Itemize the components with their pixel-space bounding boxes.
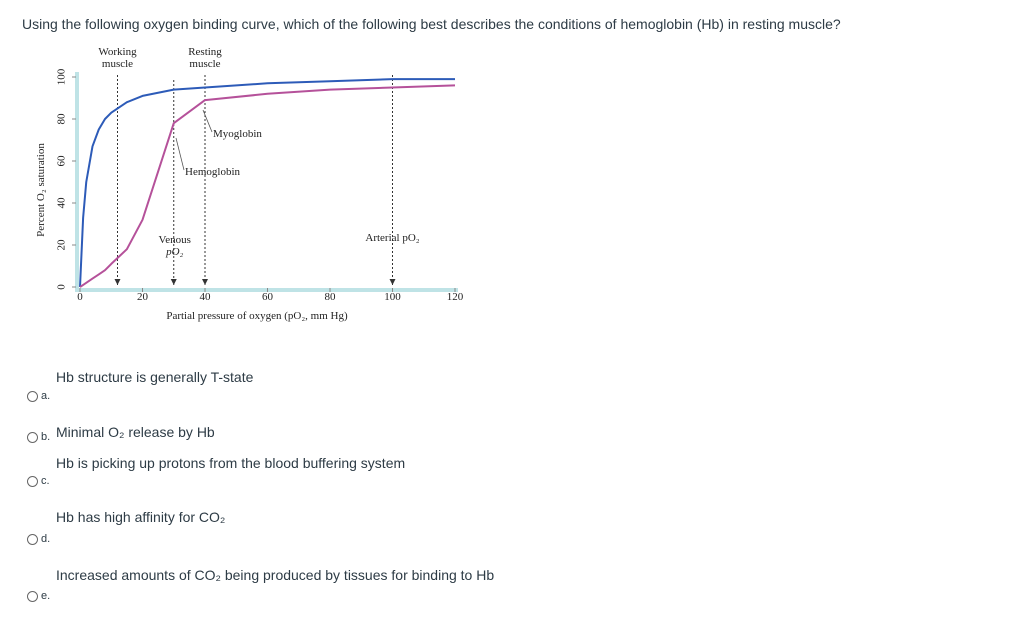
y-axis (75, 72, 79, 290)
x-axis-title: Partial pressure of oxygen (pO₂, mm Hg) (166, 310, 348, 322)
chart: 0 20 40 60 80 100 0 20 40 60 80 100 120 Partial press… (35, 46, 464, 322)
y-tick-label: 40 (56, 197, 68, 209)
series-label: Hemoglobin (185, 166, 240, 178)
y-tick-label: 100 (56, 68, 68, 85)
y-tick-label: 60 (56, 155, 68, 167)
reference-label: muscle (102, 58, 133, 70)
x-tick-label: 40 (200, 291, 212, 303)
radio-button[interactable] (27, 391, 38, 402)
option-letter: b. (41, 431, 51, 443)
label-pointer (175, 137, 185, 171)
reference-label: Resting (188, 46, 222, 58)
y-tick-label: 0 (56, 284, 68, 290)
radio-button[interactable] (27, 534, 38, 545)
option-text[interactable]: Hb has high affinity for CO₂ (56, 509, 226, 525)
y-axis-title: Percent O₂ saturation (35, 143, 47, 237)
option-letter: a. (41, 390, 51, 402)
reference-label: Working (98, 46, 137, 58)
x-tick-label: 0 (77, 291, 83, 303)
label-pointer (202, 109, 213, 133)
x-tick-label: 20 (137, 291, 149, 303)
option-text[interactable]: Hb is picking up protons from the blood … (56, 455, 406, 471)
option-text[interactable]: Increased amounts of CO₂ being produced … (56, 567, 495, 583)
reference-arrow (202, 279, 208, 285)
reference-arrow (170, 279, 177, 285)
curve (79, 84, 456, 288)
y-tick-label: 80 (56, 113, 68, 125)
radio-button[interactable] (27, 476, 38, 487)
x-tick-label: 60 (262, 291, 274, 303)
x-tick-label: 80 (325, 291, 337, 303)
reference-arrow (389, 279, 396, 285)
option-letter: c. (41, 475, 50, 487)
reference-label: Venous (159, 234, 191, 246)
y-tick-label: 20 (56, 239, 68, 251)
option-text[interactable]: Minimal O₂ release by Hb (56, 424, 215, 440)
radio-button[interactable] (27, 432, 38, 443)
option-letter: e. (41, 590, 51, 602)
x-tick-label: 120 (447, 291, 464, 303)
reference-label: Arterial pO₂ (365, 232, 419, 244)
series-label: Myoglobin (213, 128, 262, 140)
option-text[interactable]: Hb structure is generally T-state (56, 369, 254, 385)
x-tick-label: 100 (384, 291, 401, 303)
option-letter: d. (41, 533, 51, 545)
curve (79, 78, 455, 288)
reference-label: pO₂ (165, 246, 183, 258)
question-text: Using the following oxygen binding curve… (22, 16, 841, 32)
x-axis (75, 288, 458, 292)
radio-button[interactable] (27, 591, 38, 602)
reference-label: muscle (189, 58, 220, 70)
reference-arrow (114, 279, 121, 285)
